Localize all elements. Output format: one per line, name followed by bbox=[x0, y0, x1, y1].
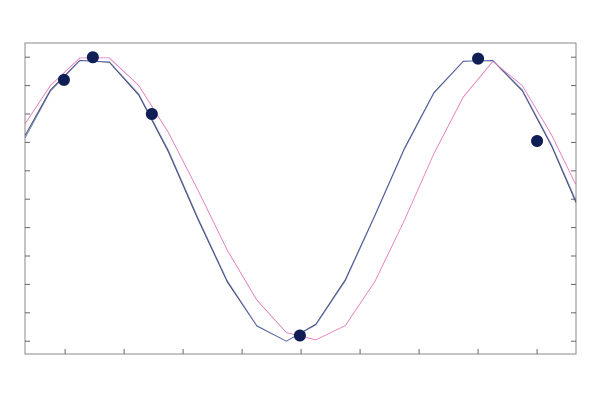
data-point bbox=[145, 108, 158, 121]
curve bbox=[24, 59, 577, 342]
plot-frame bbox=[24, 42, 577, 355]
data-point bbox=[57, 73, 70, 86]
curve bbox=[24, 59, 577, 342]
data-point bbox=[472, 52, 485, 65]
data-point bbox=[293, 329, 306, 342]
curve bbox=[24, 57, 577, 341]
data-point bbox=[86, 51, 99, 64]
data-point bbox=[531, 134, 544, 147]
